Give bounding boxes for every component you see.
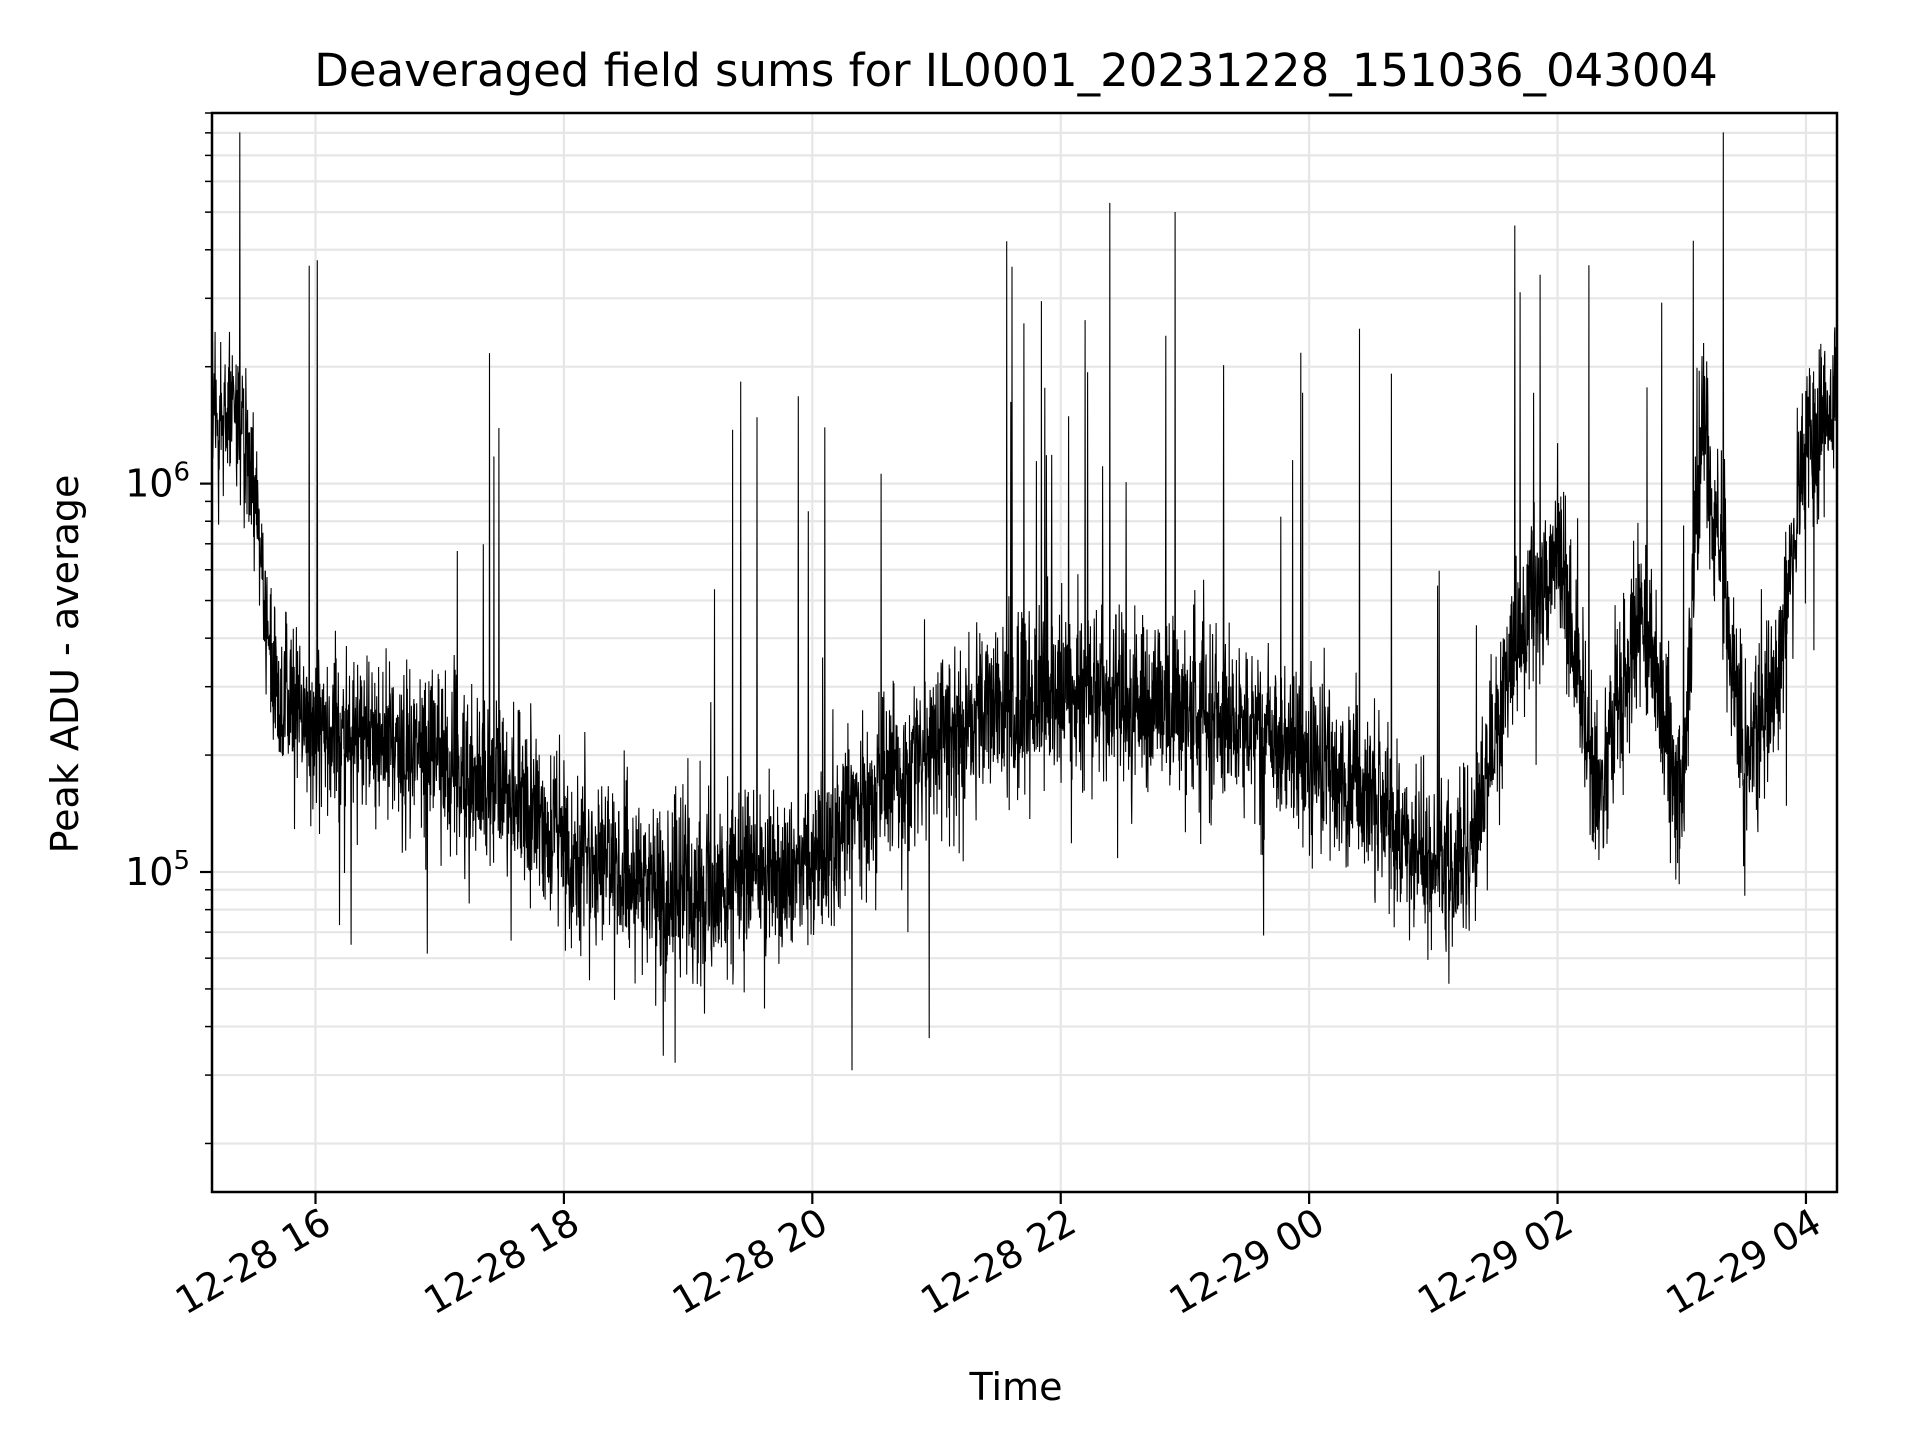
series-line [211,132,1838,1071]
y-tick-label: 106 [125,458,190,506]
x-axis-label: Time [969,1365,1063,1409]
plot-frame [210,111,1839,1194]
y-axis-label: Peak ADU - average [43,475,87,854]
series-layer [211,132,1838,1071]
y-tick-label: 105 [125,846,190,894]
chart-title: Deaveraged field sums for IL0001_2023122… [314,44,1718,97]
